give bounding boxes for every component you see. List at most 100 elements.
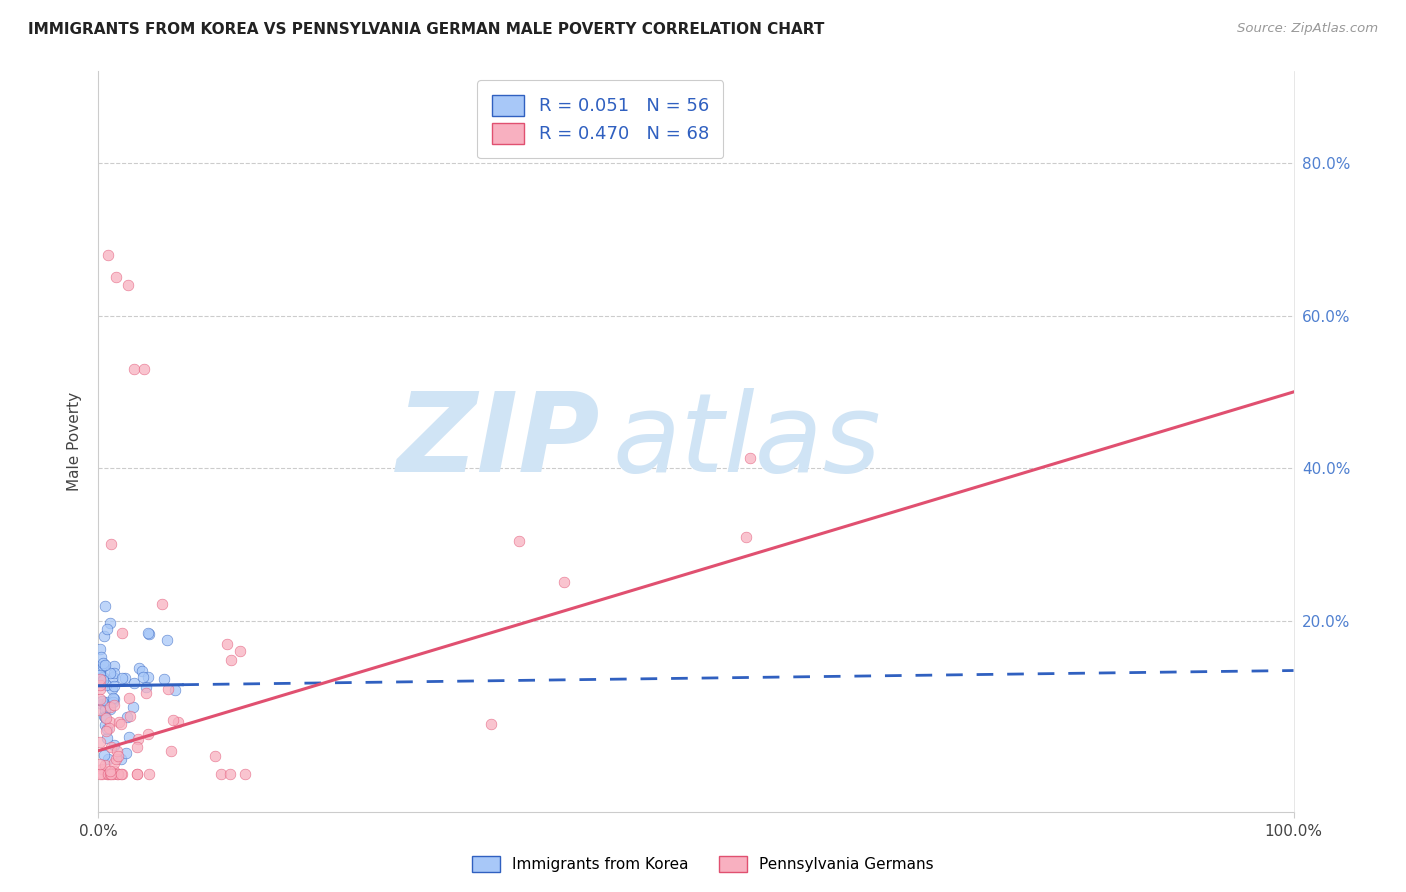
Point xyxy=(115,709,138,723)
Point xyxy=(103,698,125,713)
Point xyxy=(89,756,111,771)
Point xyxy=(101,695,124,709)
Point xyxy=(150,597,173,611)
Point xyxy=(93,747,115,762)
Point xyxy=(217,637,239,651)
Point xyxy=(98,714,121,729)
Point xyxy=(132,362,155,376)
Point xyxy=(94,710,117,724)
Point xyxy=(101,766,124,780)
Point xyxy=(101,691,124,706)
Point xyxy=(96,724,118,739)
Point xyxy=(89,673,111,687)
Point xyxy=(90,675,112,690)
Point xyxy=(90,762,112,776)
Point xyxy=(89,681,111,696)
Point xyxy=(96,678,118,692)
Legend: Immigrants from Korea, Pennsylvania Germans: Immigrants from Korea, Pennsylvania Germ… xyxy=(465,848,941,880)
Point xyxy=(89,703,111,717)
Point xyxy=(90,766,112,780)
Point xyxy=(131,664,153,678)
Point xyxy=(127,732,149,747)
Point xyxy=(127,740,149,755)
Point xyxy=(105,766,128,780)
Point xyxy=(219,766,242,780)
Point xyxy=(508,533,530,548)
Point xyxy=(89,668,111,682)
Point xyxy=(104,752,127,766)
Point xyxy=(96,766,118,780)
Point xyxy=(93,709,115,723)
Point xyxy=(136,670,159,684)
Point xyxy=(96,695,118,709)
Point xyxy=(479,717,502,731)
Text: ZIP: ZIP xyxy=(396,388,600,495)
Point xyxy=(98,702,121,716)
Point xyxy=(103,679,125,693)
Point xyxy=(115,746,138,760)
Point xyxy=(100,739,122,754)
Point xyxy=(122,676,145,690)
Point xyxy=(103,738,125,752)
Point xyxy=(738,451,761,466)
Y-axis label: Male Poverty: Male Poverty xyxy=(67,392,83,491)
Point xyxy=(97,751,120,765)
Text: IMMIGRANTS FROM KOREA VS PENNSYLVANIA GERMAN MALE POVERTY CORRELATION CHART: IMMIGRANTS FROM KOREA VS PENNSYLVANIA GE… xyxy=(28,22,824,37)
Point xyxy=(125,766,148,780)
Point xyxy=(105,744,128,758)
Point xyxy=(108,715,131,730)
Point xyxy=(91,673,114,688)
Point xyxy=(117,278,139,293)
Point xyxy=(107,766,129,780)
Point xyxy=(94,718,117,732)
Point xyxy=(118,691,141,706)
Point xyxy=(114,671,136,685)
Point xyxy=(111,766,134,780)
Point xyxy=(167,714,190,729)
Point xyxy=(89,677,111,691)
Point xyxy=(98,764,121,779)
Text: Source: ZipAtlas.com: Source: ZipAtlas.com xyxy=(1237,22,1378,36)
Point xyxy=(120,709,142,723)
Point xyxy=(125,766,148,780)
Point xyxy=(136,727,159,741)
Point xyxy=(138,626,160,640)
Point xyxy=(110,752,132,766)
Point xyxy=(89,691,111,706)
Point xyxy=(89,734,111,748)
Point xyxy=(138,766,160,780)
Point xyxy=(100,766,122,780)
Point xyxy=(94,703,117,717)
Point xyxy=(103,764,125,778)
Point xyxy=(89,642,111,657)
Point xyxy=(94,698,117,713)
Point xyxy=(101,681,124,696)
Point xyxy=(110,717,132,731)
Point xyxy=(98,700,121,714)
Point xyxy=(91,658,114,673)
Point xyxy=(162,713,184,727)
Point xyxy=(122,699,145,714)
Point xyxy=(98,666,121,681)
Point xyxy=(91,657,114,671)
Point xyxy=(103,756,125,770)
Point xyxy=(97,721,120,735)
Point xyxy=(97,247,120,261)
Point xyxy=(111,671,134,685)
Point xyxy=(94,657,117,672)
Point xyxy=(107,748,129,763)
Point xyxy=(90,662,112,676)
Point xyxy=(96,622,118,636)
Point xyxy=(103,665,125,680)
Point xyxy=(105,270,128,285)
Point xyxy=(100,616,122,631)
Point xyxy=(110,766,132,780)
Point xyxy=(553,575,575,590)
Point xyxy=(138,625,160,640)
Point xyxy=(93,670,115,684)
Point xyxy=(157,682,180,697)
Point xyxy=(118,730,141,744)
Point xyxy=(94,599,117,613)
Point xyxy=(229,643,252,657)
Point xyxy=(155,633,177,648)
